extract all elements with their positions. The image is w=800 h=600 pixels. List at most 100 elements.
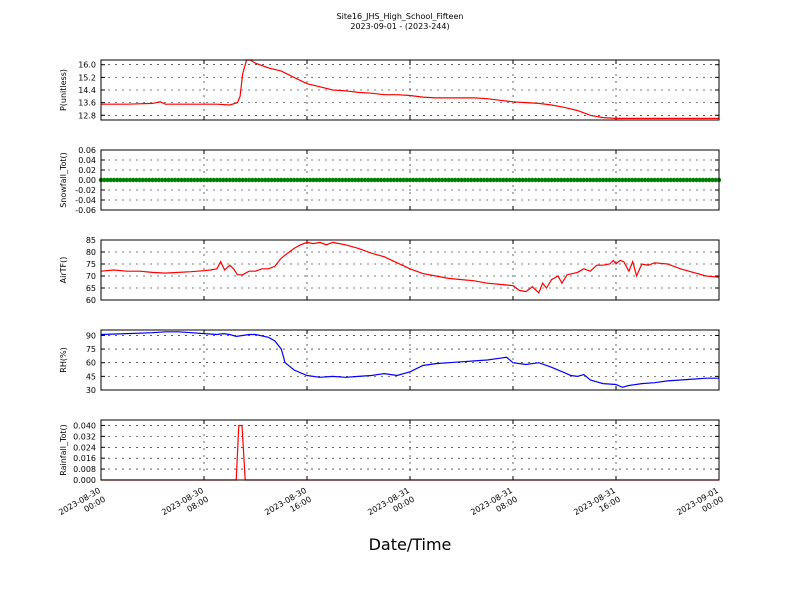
panel-2-point (291, 177, 297, 183)
panel-2-point (604, 177, 609, 183)
panel-2-point (356, 177, 361, 183)
panel-2-point (456, 177, 461, 183)
figure-subtitle: 2023-09-01 - (2023-244) (350, 22, 449, 31)
panel-2-point (629, 177, 635, 183)
panel-2-point (707, 177, 712, 183)
panel-2-point (645, 177, 651, 183)
panel-2-point (407, 177, 413, 183)
panel-2-point (398, 177, 403, 183)
panel-2-point (472, 177, 477, 183)
panel-2-point (391, 177, 397, 183)
panel-2-point (674, 177, 680, 183)
panel-2-point (652, 177, 657, 183)
figure-title: Site16_JHS_High_School_Fifteen (337, 12, 464, 21)
panel-3: 60 65 70 75 80 85 AirTF() (59, 236, 720, 305)
panel-2-point (166, 177, 171, 183)
panel-2-point (446, 177, 451, 183)
panel-2-point (253, 177, 258, 183)
panel-2-point (320, 177, 326, 183)
panel-2-point (668, 177, 673, 183)
panel-2-point (214, 177, 220, 183)
panel-2-point (485, 177, 490, 183)
panel-2-point (703, 177, 709, 183)
panel-2-point (642, 177, 648, 183)
panel-4-frame (100, 329, 720, 391)
panel-2-point (262, 177, 268, 183)
panel-2-point (298, 177, 303, 183)
panel-2-point (362, 177, 368, 183)
panel-2-point (594, 177, 599, 183)
panel-2-ytick-label-6: 0.06 (78, 146, 96, 155)
panel-2-point (256, 177, 261, 183)
panel-2-point (658, 177, 664, 183)
panel-1-ytick-label-2: 14.4 (78, 86, 96, 95)
panel-2-point (121, 177, 126, 183)
panel-2-point (617, 177, 622, 183)
panel-2-point (134, 177, 139, 183)
panel-2-point (102, 177, 107, 183)
panel-2-point (285, 177, 290, 183)
panel-2-point (575, 177, 580, 183)
panel-1-ytick-label-1: 13.6 (78, 99, 96, 108)
panel-2-point (333, 177, 339, 183)
panel-2-point (501, 177, 506, 183)
panel-2-point (401, 177, 406, 183)
panel-2-point (308, 177, 313, 183)
panel-2-point (266, 177, 271, 183)
panel-2-ytick-label-0: -0.06 (75, 206, 96, 215)
panel-2-point (359, 177, 364, 183)
panel-2-ytick-label-2: -0.02 (75, 186, 96, 195)
panel-3-series-line (100, 241, 720, 294)
panel-2-point (185, 177, 191, 183)
panel-2-point (613, 177, 619, 183)
panel-2-point (710, 177, 715, 183)
panel-4-series-line (100, 331, 719, 388)
panel-2-point (211, 177, 216, 183)
panel-2-point (620, 177, 625, 183)
panel-2-point (259, 177, 265, 183)
panel-2-point (233, 177, 239, 183)
panel-2-point (346, 177, 352, 183)
panel-2-point (188, 177, 194, 183)
panel-4-ytick-label-4: 90 (86, 331, 96, 340)
panels: 12.813.614.415.216.0P(unitless)-0.06-0.0… (59, 59, 722, 485)
panel-2-point (143, 177, 149, 183)
panel-3-ytick-label-2: 70 (86, 272, 96, 281)
panel-2-point (491, 177, 496, 183)
panel-2-point (417, 177, 422, 183)
panel-1-ytick-label-3: 15.2 (78, 73, 96, 82)
panel-2-point (462, 177, 467, 183)
panel-4: 30 45 60 75 90 RH(%) (59, 329, 720, 395)
panel-2-point (304, 177, 310, 183)
panel-2-point (365, 177, 371, 183)
panel-2-point (713, 177, 718, 183)
panel-2-point (623, 177, 628, 183)
panel-2-point (523, 177, 529, 183)
panel-5-frame (100, 419, 720, 481)
panel-2-point (443, 177, 448, 183)
panel-1-ytick-label-0: 12.8 (78, 111, 96, 120)
panel-2-point (488, 177, 493, 183)
panel-2-point (240, 177, 245, 183)
x-tick-label-4: 2023-08-3108:00 (469, 486, 519, 526)
panel-2-point (481, 177, 487, 183)
panel-2-point (494, 177, 500, 183)
x-tick-label-0: 2023-08-3000:00 (57, 486, 107, 526)
panel-2-point (369, 177, 374, 183)
panel-2-point (205, 177, 210, 183)
panel-2-point (439, 177, 445, 183)
x-tick-label-5: 2023-08-3116:00 (572, 486, 622, 526)
panel-2-point (465, 177, 471, 183)
panel-2-point (153, 177, 158, 183)
panel-2-point (517, 177, 522, 183)
panel-2-ylabel: Snowfall_Tot() (59, 152, 68, 208)
panel-5-ytick-label-1: 0.008 (73, 465, 96, 474)
panel-2-point (607, 177, 612, 183)
panel-3-ytick-label-0: 60 (86, 296, 96, 305)
panel-2-point (436, 177, 442, 183)
panel-5: 0.000 0.008 0.016 0.024 0.032 0.040 Rainfall_T… (59, 419, 720, 485)
panel-2-point (610, 177, 615, 183)
panel-2-point (317, 177, 323, 183)
panel-2-point (246, 177, 252, 183)
